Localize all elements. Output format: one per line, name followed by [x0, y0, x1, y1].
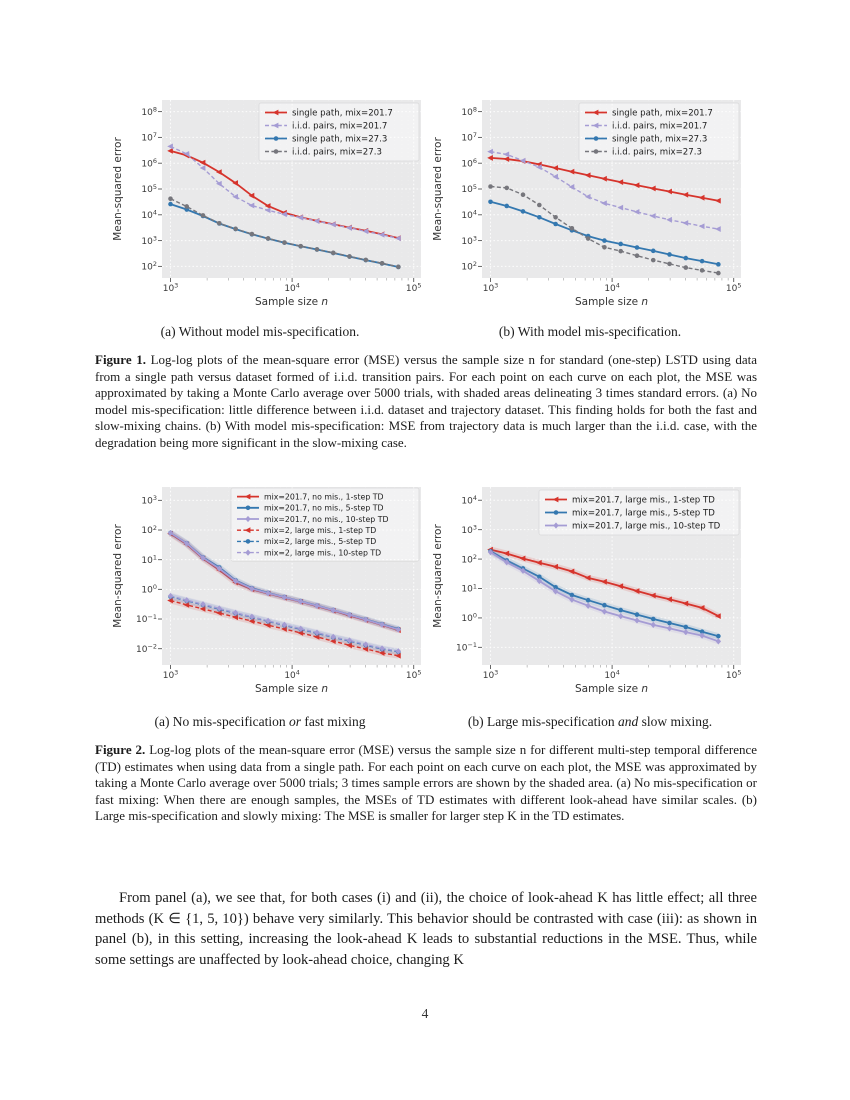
subcaption-text: (b) Large mis-specification — [467, 714, 618, 729]
subcaption-text: (b) With model mis-specification. — [498, 324, 682, 339]
svg-text:10−2: 10−2 — [136, 642, 157, 654]
svg-text:Mean-squared error: Mean-squared error — [112, 524, 124, 628]
svg-text:Sample size n: Sample size n — [255, 296, 328, 308]
svg-text:107: 107 — [461, 131, 477, 143]
svg-text:102: 102 — [141, 260, 157, 272]
svg-text:100: 100 — [141, 583, 157, 595]
page-number: 4 — [421, 1006, 429, 1021]
figure1-panel-a-chart: 103 104 105 102 103 104 105 106 107 108 Mean-squar… — [110, 95, 425, 313]
svg-text:mix=2, large mis., 10-step TD: mix=2, large mis., 10-step TD — [264, 548, 381, 557]
svg-text:mix=201.7, no mis., 1-step TD: mix=201.7, no mis., 1-step TD — [264, 492, 384, 501]
subcaption-text: (a) Without model mis-specification. — [160, 324, 360, 339]
svg-text:single path, mix=201.7: single path, mix=201.7 — [292, 109, 393, 119]
svg-text:mix=201.7, large mis., 10-step: mix=201.7, large mis., 10-step TD — [572, 522, 721, 532]
svg-text:Sample size n: Sample size n — [575, 683, 648, 695]
svg-text:104: 104 — [284, 282, 300, 294]
figure1-caption-label: Figure 1. — [95, 352, 146, 367]
svg-text:Sample size n: Sample size n — [575, 296, 648, 308]
svg-text:105: 105 — [461, 183, 477, 195]
svg-text:104: 104 — [141, 209, 157, 221]
figure2-caption-label: Figure 2. — [95, 742, 146, 757]
subcaption-text: (a) No mis-specification — [154, 714, 290, 729]
svg-text:101: 101 — [141, 553, 157, 565]
figure1-caption: Figure 1. Log-log plots of the mean-squa… — [95, 352, 757, 452]
svg-text:i.i.d. pairs, mix=201.7: i.i.d. pairs, mix=201.7 — [292, 122, 387, 132]
subcaption-text: fast mixing — [301, 714, 366, 729]
svg-text:i.i.d. pairs, mix=27.3: i.i.d. pairs, mix=27.3 — [292, 148, 382, 158]
svg-text:100: 100 — [461, 612, 477, 624]
svg-text:105: 105 — [141, 183, 157, 195]
figure1-subcaption-a: (a) Without model mis-specification. — [95, 324, 425, 340]
figure2-panel-a-plot: 103 104 105 10−2 10−1 100 101 102 103 Mean-square… — [112, 487, 422, 695]
svg-text:mix=201.7, no mis., 10-step TD: mix=201.7, no mis., 10-step TD — [264, 515, 388, 524]
svg-text:103: 103 — [141, 234, 157, 246]
svg-text:103: 103 — [163, 669, 179, 681]
svg-text:i.i.d. pairs, mix=201.7: i.i.d. pairs, mix=201.7 — [612, 122, 707, 132]
svg-text:108: 108 — [461, 105, 477, 117]
svg-text:102: 102 — [461, 260, 477, 272]
figure2-subcaption-b: (b) Large mis-specification and slow mix… — [425, 714, 755, 730]
svg-text:108: 108 — [141, 105, 157, 117]
figure2-panel-a-chart: 103 104 105 10−2 10−1 100 101 102 103 Mean-square… — [110, 482, 425, 700]
svg-text:104: 104 — [284, 669, 300, 681]
svg-text:Mean-squared error: Mean-squared error — [432, 524, 444, 628]
svg-text:mix=2, large mis., 5-step TD: mix=2, large mis., 5-step TD — [264, 537, 376, 546]
svg-text:104: 104 — [604, 282, 620, 294]
svg-text:102: 102 — [141, 524, 157, 536]
svg-text:mix=201.7, large mis., 5-step: mix=201.7, large mis., 5-step TD — [572, 509, 715, 519]
svg-text:Mean-squared error: Mean-squared error — [112, 137, 124, 241]
svg-text:mix=2, large mis., 1-step TD: mix=2, large mis., 1-step TD — [264, 526, 376, 535]
svg-text:103: 103 — [461, 523, 477, 535]
svg-text:103: 103 — [461, 234, 477, 246]
svg-text:single path, mix=27.3: single path, mix=27.3 — [292, 135, 387, 145]
subcaption-em: and — [617, 714, 639, 729]
svg-text:Sample size n: Sample size n — [255, 683, 328, 695]
svg-text:102: 102 — [461, 553, 477, 565]
svg-text:103: 103 — [141, 494, 157, 506]
svg-text:106: 106 — [461, 157, 477, 169]
svg-text:103: 103 — [483, 282, 499, 294]
svg-text:107: 107 — [141, 131, 157, 143]
figure1-panel-a-plot: 103 104 105 102 103 104 105 106 107 108 Mean-squar… — [112, 100, 422, 308]
svg-text:105: 105 — [726, 669, 742, 681]
svg-text:Mean-squared error: Mean-squared error — [432, 137, 444, 241]
figure1-subcaption-b: (b) With model mis-specification. — [425, 324, 755, 340]
svg-text:103: 103 — [163, 282, 179, 294]
svg-text:101: 101 — [461, 582, 477, 594]
subcaption-em: or — [289, 714, 302, 729]
svg-text:10−1: 10−1 — [456, 641, 477, 653]
svg-text:106: 106 — [141, 157, 157, 169]
svg-text:105: 105 — [406, 669, 422, 681]
figure1-panel-b-plot: 103 104 105 102 103 104 105 106 107 108 Mean-squar… — [432, 100, 742, 308]
svg-text:i.i.d. pairs, mix=27.3: i.i.d. pairs, mix=27.3 — [612, 148, 702, 158]
body-paragraph: From panel (a), we see that, for both ca… — [95, 890, 757, 968]
svg-text:105: 105 — [406, 282, 422, 294]
svg-text:10−1: 10−1 — [136, 613, 157, 625]
svg-text:mix=201.7, large mis., 1-step: mix=201.7, large mis., 1-step TD — [572, 496, 715, 506]
figure2-panel-b-plot: 103 104 105 10−1 100 101 102 103 104 Mean-squared… — [432, 487, 742, 695]
figure2-subcaption-a: (a) No mis-specification or fast mixing — [95, 714, 425, 730]
svg-text:104: 104 — [461, 494, 477, 506]
figure1-caption-text: Log-log plots of the mean-square error (… — [95, 352, 757, 450]
figure2-panel-b-chart: 103 104 105 10−1 100 101 102 103 104 Mean-squared… — [430, 482, 745, 700]
svg-text:single path, mix=27.3: single path, mix=27.3 — [612, 135, 707, 145]
svg-text:104: 104 — [461, 209, 477, 221]
svg-text:single path, mix=201.7: single path, mix=201.7 — [612, 109, 713, 119]
svg-text:104: 104 — [604, 669, 620, 681]
svg-text:mix=201.7, no mis., 5-step TD: mix=201.7, no mis., 5-step TD — [264, 504, 384, 513]
figure1-panel-b-chart: 103 104 105 102 103 104 105 106 107 108 Mean-squar… — [430, 95, 745, 313]
figure2-caption-text: Log-log plots of the mean-square error (… — [95, 742, 758, 824]
svg-text:103: 103 — [483, 669, 499, 681]
subcaption-text: slow mixing. — [638, 714, 713, 729]
figure2-caption: Figure 2. Log-log plots of the mean-squa… — [95, 742, 757, 825]
svg-text:105: 105 — [726, 282, 742, 294]
